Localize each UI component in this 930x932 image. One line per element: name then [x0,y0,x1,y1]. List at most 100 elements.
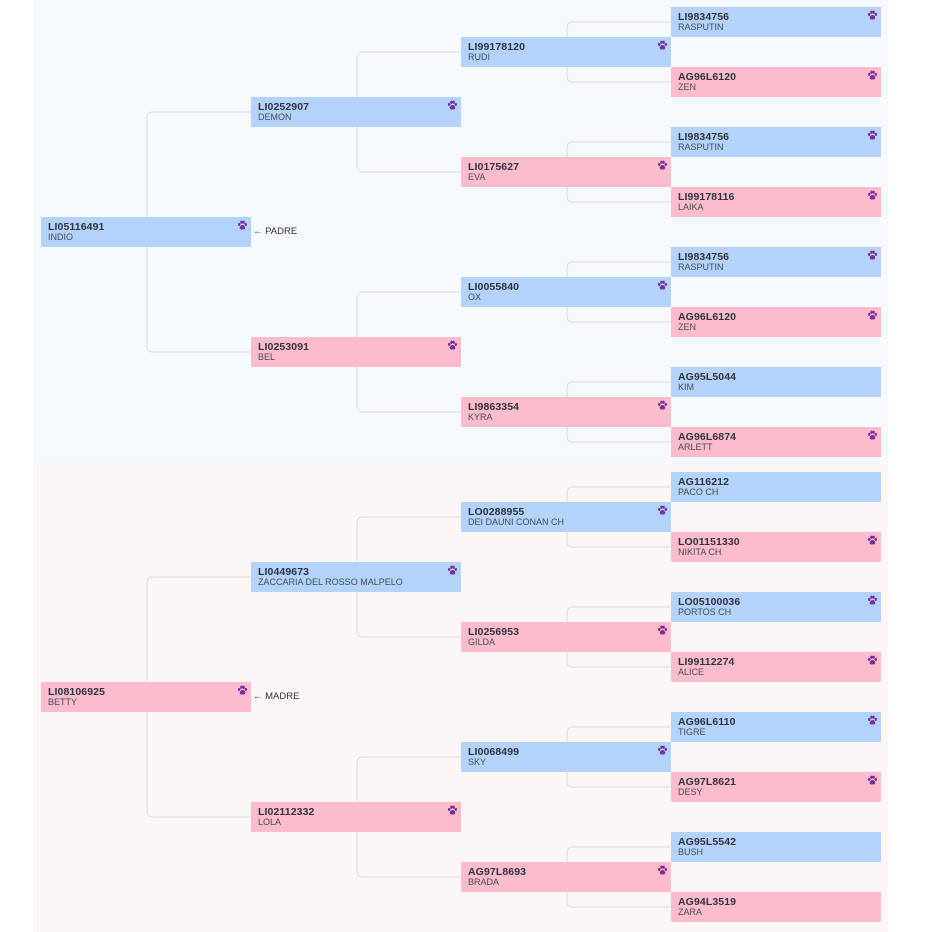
connector-line [146,712,251,818]
connector-line [566,21,671,37]
connector-line [146,111,251,217]
dog-registration-code: AG97L8621 [678,776,737,788]
dog-name: NIKITA CH [678,547,722,557]
pedigree-node-gen2[interactable]: LI0253091 BEL [251,337,461,367]
connector-line [566,772,671,788]
dog-registration-code: LI99178116 [678,191,735,203]
pedigree-node-gen4[interactable]: AG95L5044 KIM [671,367,881,397]
dog-registration-code: LI0256953 [468,626,520,638]
pedigree-node-gen2[interactable]: LI0252907 DEMON [251,97,461,127]
pedigree-node-gen3[interactable]: LI0068499 SKY [461,742,671,772]
dog-name: RASPUTIN [678,262,724,272]
pedigree-node-gen4[interactable]: AG96L6874 ARLETT [671,427,881,457]
paw-icon [867,655,878,665]
dog-registration-code: LO0288955 [468,506,525,518]
dog-registration-code: AG95L5542 [678,836,737,848]
pedigree-node-gen4[interactable]: LI9834756 RASPUTIN [671,127,881,157]
dog-name: OX [468,292,482,302]
dog-name: LAIKA [678,202,704,212]
pedigree-node-gen3[interactable]: LI0055840 OX [461,277,671,307]
dog-registration-code: AG96L6110 [678,716,736,728]
connector-line [566,892,671,908]
dog-registration-code: LI08106925 [48,686,106,698]
dog-registration-code: AG116212 [678,476,730,488]
dog-registration-code: AG95L5044 [678,371,737,383]
connector-line [566,261,671,277]
paw-icon [867,535,878,545]
pedigree-node-gen2[interactable]: LI0449673 ZACCARIA DEL ROSSO MALPELO [251,562,461,592]
dog-name: BEL [258,352,276,362]
dog-name: SKY [468,757,487,767]
dog-name: ARLETT [678,442,713,452]
pedigree-node-gen3[interactable]: LI0175627 EVA [461,157,671,187]
connector-line [356,592,461,638]
dog-registration-code: LI02112332 [258,806,315,818]
pedigree-node-gen3[interactable]: LO0288955 DEI DAUNI CONAN CH [461,502,671,532]
connector-line [356,127,461,173]
connector-line [566,141,671,157]
dog-name: TIGRE [678,727,706,737]
dog-name: DESY [678,787,703,797]
pedigree-node-gen4[interactable]: AG96L6110 TIGRE [671,712,881,742]
dog-registration-code: AG96L6120 [678,71,737,83]
pedigree-node-gen3[interactable]: LI9863354 KYRA [461,397,671,427]
dog-registration-code: LI99112274 [678,656,735,668]
dog-registration-code: LI0068499 [468,746,520,758]
dog-registration-code: LI0449673 [258,566,310,578]
dog-registration-code: LI9834756 [678,11,730,23]
dog-registration-code: LI05116491 [48,221,105,233]
pedigree-node-gen4[interactable]: LI99178116 LAIKA [671,187,881,217]
connector-line [566,652,671,668]
connector-line [566,486,671,502]
paw-icon [657,400,668,410]
pedigree-node-gen3[interactable]: LI0256953 GILDA [461,622,671,652]
pedigree-node-gen4[interactable]: LI9834756 RASPUTIN [671,247,881,277]
pedigree-node-gen4[interactable]: AG97L8621 DESY [671,772,881,802]
connector-line [566,67,671,83]
dog-registration-code: LI0055840 [468,281,520,293]
pedigree-node-gen4[interactable]: AG96L6120 ZEN [671,67,881,97]
connector-line [566,187,671,203]
dog-name: LOLA [258,817,282,827]
paw-icon [867,715,878,725]
dog-name: ZEN [678,322,696,332]
pedigree-node-gen4[interactable]: AG116212 PACO CH [671,472,881,502]
pedigree-node-gen1[interactable]: LI08106925 BETTY [41,682,251,712]
pedigree-node-gen4[interactable]: AG96L6120 ZEN [671,307,881,337]
dog-name: RASPUTIN [678,22,724,32]
dog-registration-code: LI9834756 [678,251,730,263]
pedigree-node-gen4[interactable]: LI9834756 RASPUTIN [671,7,881,37]
paw-icon [867,775,878,785]
paw-icon [867,130,878,140]
dog-name: PORTOS CH [678,607,732,617]
dog-name: ZACCARIA DEL ROSSO MALPELO [258,577,403,587]
pedigree-node-gen4[interactable]: LO05100036 PORTOS CH [671,592,881,622]
paw-icon [237,220,248,230]
dog-registration-code: LI0175627 [468,161,520,173]
dog-registration-code: LI99178120 [468,41,526,53]
pedigree-node-gen4[interactable]: LI99112274 ALICE [671,652,881,682]
pedigree-node-gen2[interactable]: LI02112332 LOLA [251,802,461,832]
dog-registration-code: LO01151330 [678,536,740,548]
pedigree-node-gen1[interactable]: LI05116491 INDIO [41,217,251,247]
paw-icon [867,310,878,320]
pedigree-node-gen4[interactable]: AG94L3519 ZARA [671,892,881,922]
paw-icon [447,100,458,110]
connector-line [566,606,671,622]
paw-icon [657,865,668,875]
pedigree-node-gen3[interactable]: LI99178120 RUDI [461,37,671,67]
connector-line [356,367,461,413]
connector-line [356,291,461,337]
connector-line [566,427,671,443]
pedigree-node-gen3[interactable]: AG97L8693 BRADA [461,862,671,892]
dog-name: KIM [678,382,695,392]
paw-icon [657,280,668,290]
dog-name: RUDI [468,52,490,62]
connector-line [566,726,671,742]
pedigree-node-gen4[interactable]: LO01151330 NIKITA CH [671,532,881,562]
connector-line [146,247,251,353]
paw-icon [447,340,458,350]
paw-icon [657,505,668,515]
pedigree-node-gen4[interactable]: AG95L5542 BUSH [671,832,881,862]
dog-name: PACO CH [678,487,719,497]
